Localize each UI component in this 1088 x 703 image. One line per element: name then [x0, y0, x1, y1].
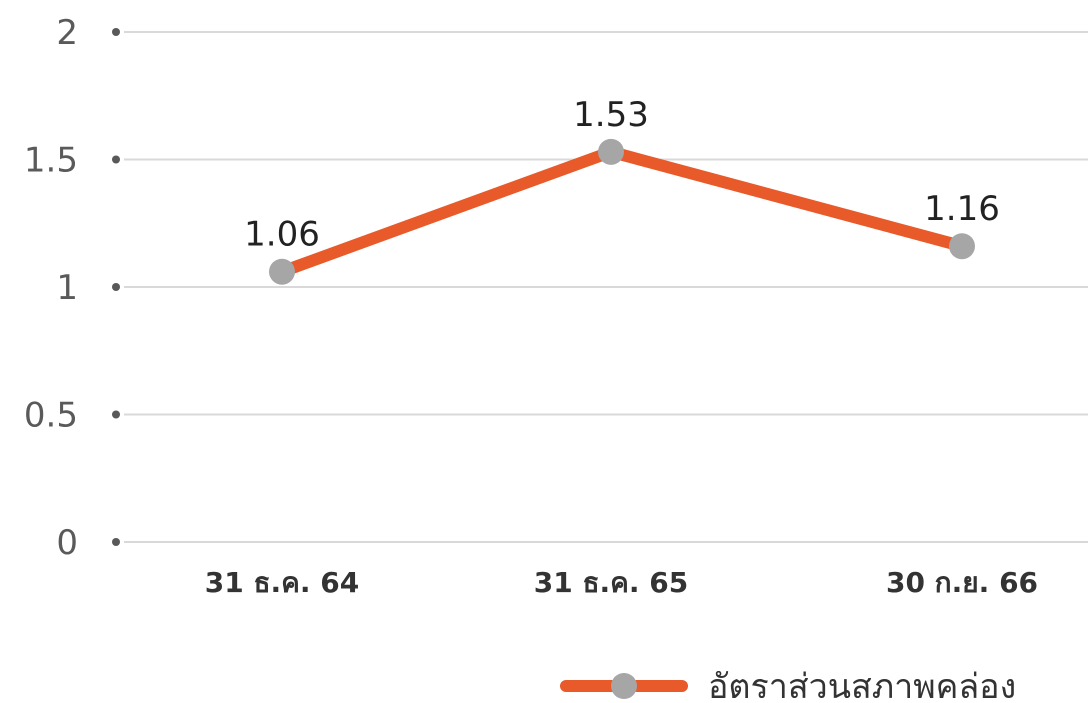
y-tick-label: 0.5: [24, 396, 78, 436]
data-point: [598, 138, 624, 165]
series-line-path: [276, 145, 968, 278]
series-line: [276, 145, 968, 278]
y-tick-dot: [112, 410, 120, 419]
legend: อัตราส่วนสภาพคล่อง: [560, 667, 1016, 703]
data-label: 1.53: [573, 95, 649, 135]
legend-label: อัตราส่วนสภาพคล่อง: [708, 667, 1016, 703]
data-label: 1.16: [924, 189, 1000, 229]
y-tick-dot: [112, 155, 120, 164]
y-tick-dot: [112, 283, 120, 291]
legend-marker-swatch: [611, 673, 637, 699]
x-tick-label: 31 ธ.ค. 65: [534, 566, 689, 599]
data-point: [269, 258, 295, 285]
x-tick-label: 31 ธ.ค. 64: [205, 566, 360, 599]
x-axis-ticks: 31 ธ.ค. 64 31 ธ.ค. 65 30 ก.ย. 66: [205, 566, 1038, 599]
y-tick-label: 2: [56, 13, 78, 53]
y-tick-dot: [112, 28, 120, 36]
y-axis-ticks: 0 0.5 1 1.5 2: [24, 13, 120, 563]
grid-lines: [124, 31, 1088, 543]
data-point: [949, 233, 975, 260]
y-tick-label: 1: [56, 268, 78, 308]
series-markers: [269, 138, 975, 285]
y-tick-label: 0: [56, 523, 78, 563]
data-label: 1.06: [244, 215, 320, 255]
x-tick-label: 30 ก.ย. 66: [886, 566, 1038, 599]
data-labels: 1.06 1.53 1.16: [244, 95, 1000, 255]
y-tick-label: 1.5: [24, 141, 78, 181]
y-tick-dot: [112, 538, 120, 546]
